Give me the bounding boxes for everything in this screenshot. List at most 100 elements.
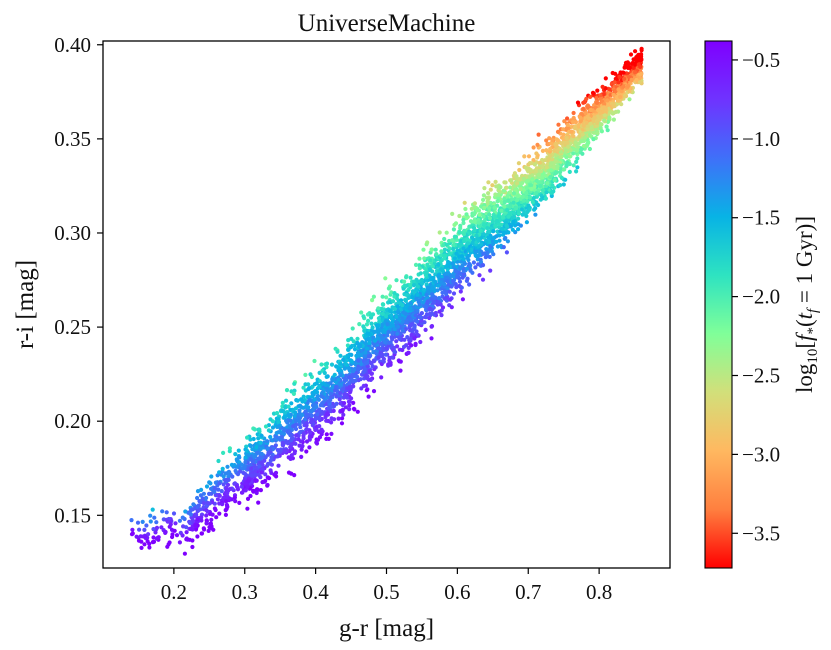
data-point: [604, 124, 609, 129]
data-point: [508, 210, 513, 215]
data-point: [329, 420, 334, 425]
data-point: [369, 313, 374, 318]
data-point: [234, 484, 239, 489]
data-point: [392, 291, 397, 296]
data-point: [361, 324, 366, 329]
data-point: [289, 471, 294, 476]
data-point: [512, 214, 517, 220]
data-point: [423, 314, 428, 320]
data-point: [384, 346, 389, 351]
data-point: [389, 290, 394, 295]
data-point: [359, 310, 364, 315]
data-point: [601, 105, 607, 110]
colorbar-label: log10[f*(tf = 1 Gyr)]: [792, 216, 821, 393]
data-point: [367, 332, 372, 337]
data-point: [631, 65, 636, 70]
data-point: [204, 518, 209, 523]
data-point: [303, 372, 308, 377]
data-point: [170, 534, 175, 540]
data-point: [376, 355, 381, 360]
data-point: [458, 289, 463, 294]
data-point: [384, 314, 389, 319]
data-point: [253, 478, 258, 483]
data-point: [310, 394, 315, 399]
data-point: [382, 340, 387, 345]
data-point: [223, 512, 228, 518]
data-point: [367, 341, 372, 346]
data-point: [491, 229, 496, 234]
x-axis-label: g-r [mag]: [339, 615, 434, 642]
data-point: [205, 500, 210, 506]
data-point: [359, 352, 364, 358]
data-point: [333, 384, 339, 389]
data-point: [594, 95, 599, 100]
data-point: [435, 283, 441, 288]
data-point: [622, 76, 627, 81]
data-point: [180, 533, 185, 538]
data-point: [487, 229, 492, 234]
data-point: [370, 298, 375, 303]
data-point: [343, 377, 348, 382]
data-point: [406, 315, 412, 320]
data-point: [613, 109, 619, 114]
data-point: [370, 325, 375, 330]
data-point: [442, 236, 447, 242]
data-point: [598, 126, 603, 131]
data-point: [477, 212, 482, 217]
data-point: [564, 164, 569, 169]
data-point: [583, 135, 588, 140]
data-point: [322, 370, 327, 376]
data-point: [442, 256, 447, 261]
data-point: [340, 416, 345, 421]
data-point: [180, 515, 185, 520]
data-point: [290, 436, 295, 441]
data-point: [461, 232, 467, 237]
data-point: [473, 250, 478, 255]
data-point: [430, 285, 435, 290]
data-point: [294, 433, 299, 438]
data-point: [312, 358, 317, 364]
data-point: [277, 437, 283, 442]
data-point: [572, 125, 577, 131]
data-point: [274, 411, 280, 416]
data-point: [209, 517, 214, 522]
data-point: [425, 240, 430, 245]
data-point: [480, 263, 486, 268]
data-point: [254, 465, 259, 470]
data-point: [584, 96, 589, 101]
data-point: [415, 308, 420, 313]
data-point: [353, 378, 358, 383]
data-point: [564, 155, 569, 160]
data-point: [417, 266, 422, 271]
data-point: [195, 517, 200, 522]
data-point: [545, 181, 550, 186]
data-point: [451, 265, 456, 270]
data-point: [392, 349, 397, 354]
data-point: [379, 335, 385, 340]
data-point: [459, 285, 464, 290]
data-point: [506, 230, 511, 235]
data-point: [540, 175, 545, 180]
data-point: [408, 336, 413, 341]
data-point: [364, 388, 369, 393]
data-point: [300, 443, 305, 449]
data-point: [558, 183, 563, 188]
data-point: [209, 474, 214, 479]
data-point: [415, 319, 420, 324]
data-point: [447, 252, 452, 257]
data-point: [463, 206, 468, 212]
data-point: [345, 395, 350, 400]
data-point: [213, 507, 218, 513]
data-point: [431, 275, 436, 280]
data-point: [291, 391, 296, 396]
data-point: [371, 389, 377, 394]
data-point: [341, 357, 346, 362]
data-point: [564, 136, 569, 141]
data-point: [362, 328, 367, 333]
data-point: [340, 387, 345, 392]
data-point: [577, 134, 582, 139]
data-point: [428, 258, 433, 263]
data-point: [225, 464, 230, 469]
data-point: [455, 259, 460, 264]
data-point: [519, 207, 525, 212]
